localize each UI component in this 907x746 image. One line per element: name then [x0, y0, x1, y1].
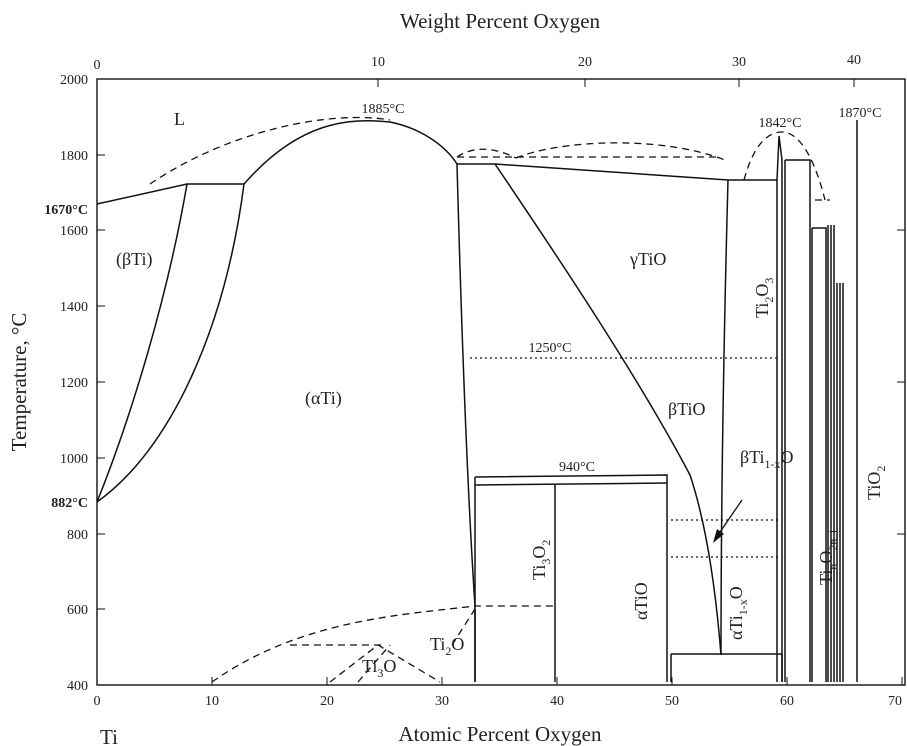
beta-alpha-boundary-right — [96, 183, 245, 503]
right-ticks — [897, 229, 905, 535]
y-tick-400: 400 — [67, 679, 88, 694]
liquidus-dashed-left — [149, 116, 391, 185]
beta-liquidus — [96, 183, 244, 205]
label-beta-tio: βTiO — [668, 399, 706, 419]
x-tick-40: 40 — [550, 694, 564, 709]
magneli-2 — [827, 225, 835, 682]
beta-tio-boundary — [494, 163, 722, 656]
y-label-1670: 1670°C — [44, 203, 88, 218]
label-alpha-ti: (αTi) — [305, 388, 342, 409]
label-tio2: TiO2 — [864, 466, 888, 500]
ti3o5-block — [785, 159, 811, 682]
x-tick-60: 60 — [780, 694, 794, 709]
label-940: 940°C — [559, 460, 595, 475]
alpha-ti-solvus — [456, 163, 476, 607]
y-label-882: 882°C — [51, 496, 88, 511]
top-tick-10: 10 — [371, 55, 385, 70]
label-tino2n1: TinO2n-1 — [816, 529, 840, 585]
plot-frame — [96, 78, 906, 686]
label-alpha-ti1xo: αTi1-xO — [726, 586, 750, 640]
y-tick-1800: 1800 — [60, 149, 88, 164]
top-tick-30: 30 — [732, 55, 746, 70]
x-tick-20: 20 — [320, 694, 334, 709]
dashed-lines — [149, 116, 830, 683]
liquidus-dashed-right — [515, 142, 726, 161]
label-ti2o3: Ti2O3 — [752, 278, 776, 318]
bottom-ticks: 0 10 20 30 40 50 60 70 — [94, 677, 903, 709]
label-liquid: L — [174, 109, 185, 129]
label-ti3o: Ti3O — [362, 656, 396, 680]
ti2o3-peak — [776, 135, 783, 181]
y-tick-1000: 1000 — [60, 452, 88, 467]
line-930 — [474, 482, 668, 486]
dashed-ti3o-inner — [357, 644, 391, 683]
dashed-ti2o3-dome — [743, 131, 826, 201]
arrow-beta-ti1xo — [713, 499, 743, 543]
phase-boundaries — [96, 120, 858, 682]
label-1870: 1870°C — [839, 106, 882, 121]
left-axis-title: Temperature, °C — [7, 313, 31, 452]
y-tick-1600: 1600 — [60, 224, 88, 239]
magneli-1 — [812, 227, 827, 682]
label-beta-ti: (βTi) — [116, 249, 153, 270]
left-ticks: 400 600 800 1000 1200 1400 1600 1800 200… — [44, 73, 105, 694]
y-tick-1200: 1200 — [60, 376, 88, 391]
x-tick-50: 50 — [665, 694, 679, 709]
top-axis-title: Weight Percent Oxygen — [400, 9, 601, 33]
x-tick-70: 70 — [888, 694, 902, 709]
dashed-ti3o-tri — [329, 644, 441, 683]
top-ticks: 0 10 20 30 40 — [94, 53, 861, 87]
label-beta-ti1xo: βTi1-xO — [740, 447, 794, 471]
bottom-axis-title: Atomic Percent Oxygen — [399, 722, 602, 746]
y-tick-600: 600 — [67, 603, 88, 618]
top-tick-0: 0 — [94, 58, 101, 73]
label-ti3o2: Ti3O2 — [529, 540, 553, 580]
top-tick-20: 20 — [578, 55, 592, 70]
label-1885: 1885°C — [362, 102, 405, 117]
alpha-ti-liquidus — [243, 120, 458, 185]
magneli-3 — [836, 283, 844, 682]
label-1842: 1842°C — [759, 116, 802, 131]
label-gamma-tio: γTiO — [629, 249, 666, 269]
y-tick-800: 800 — [67, 528, 88, 543]
line-940 — [474, 474, 668, 682]
label-ti2o: Ti2O — [430, 634, 464, 658]
liquidus-dashed-mid — [456, 148, 517, 159]
x-tick-30: 30 — [435, 694, 449, 709]
label-alpha-tio: αTiO — [631, 582, 651, 620]
y-tick-2000: 2000 — [60, 73, 88, 88]
gamma-tio-right — [720, 179, 729, 656]
alpha-tio-bottom — [671, 653, 783, 682]
y-tick-1400: 1400 — [60, 300, 88, 315]
ti-corner-label: Ti — [100, 725, 118, 746]
x-tick-10: 10 — [205, 694, 219, 709]
dotted-lines — [470, 357, 778, 558]
x-tick-0: 0 — [94, 694, 101, 709]
dashed-ti2o — [211, 605, 555, 683]
top-tick-40: 40 — [847, 53, 861, 68]
gamma-tio-liquidus — [457, 163, 777, 181]
label-1250: 1250°C — [529, 341, 572, 356]
beta-alpha-boundary-left — [96, 183, 188, 503]
